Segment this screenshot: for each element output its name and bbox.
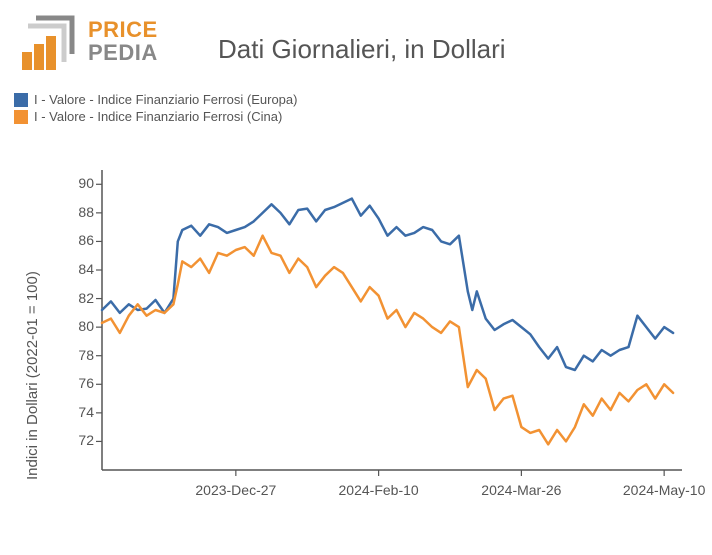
legend-swatch-europa bbox=[14, 93, 28, 107]
logo-line-2: PEDIA bbox=[88, 41, 158, 64]
series-cina bbox=[102, 236, 673, 445]
legend: I - Valore - Indice Finanziario Ferrosi … bbox=[14, 92, 297, 126]
chart-title: Dati Giornalieri, in Dollari bbox=[218, 34, 506, 65]
logo-text: PRICE PEDIA bbox=[88, 18, 158, 64]
chart-area: Indici in Dollari (2022-01 = 100) 727476… bbox=[30, 160, 700, 540]
plot bbox=[30, 160, 700, 520]
legend-swatch-cina bbox=[14, 110, 28, 124]
legend-item-cina: I - Valore - Indice Finanziario Ferrosi … bbox=[14, 109, 297, 124]
logo-mark bbox=[18, 12, 82, 72]
logo-line-1: PRICE bbox=[88, 18, 158, 41]
legend-label-cina: I - Valore - Indice Finanziario Ferrosi … bbox=[34, 109, 282, 124]
logo: PRICE PEDIA bbox=[18, 12, 168, 72]
series-europa bbox=[102, 199, 673, 370]
legend-item-europa: I - Valore - Indice Finanziario Ferrosi … bbox=[14, 92, 297, 107]
legend-label-europa: I - Valore - Indice Finanziario Ferrosi … bbox=[34, 92, 297, 107]
header: PRICE PEDIA Dati Giornalieri, in Dollari bbox=[18, 12, 694, 82]
